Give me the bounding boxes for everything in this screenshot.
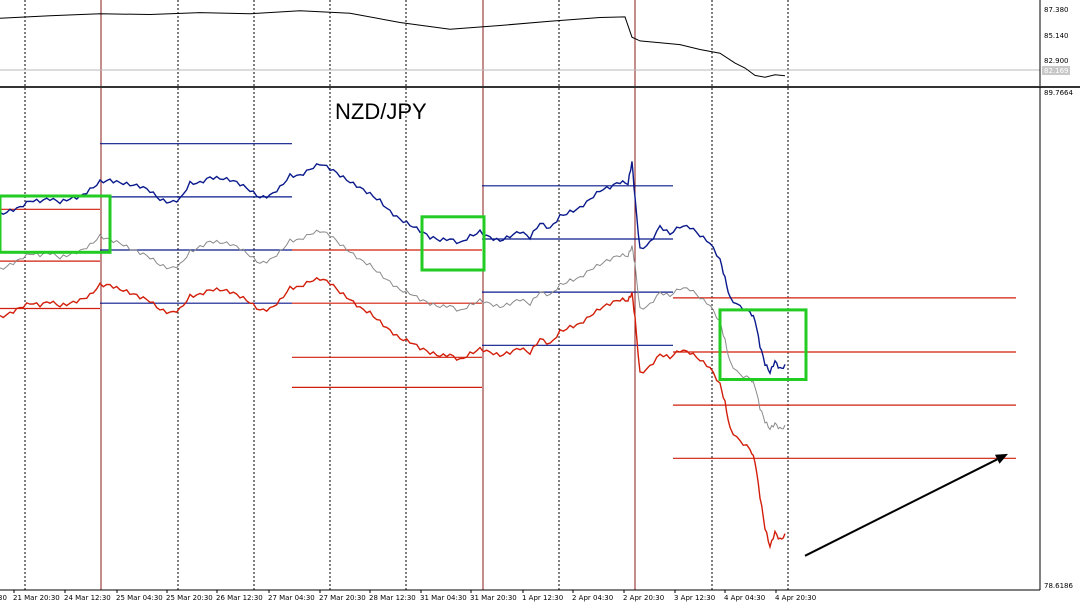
chart-title: NZD/JPY [335,99,427,124]
x-axis-ticks: 30 21 Mar 20:30 24 Mar 12:30 25 Mar 04:30 25… [0,590,816,602]
series-red-line [0,276,786,550]
main-y-tick-top: 89.7664 [1044,89,1073,97]
x-tick-label-5: 26 Mar 12:30 [216,594,263,602]
upper-panel: 87.380 85.140 82.900 82.169 [0,0,1070,86]
x-tick-label-1: 21 Mar 20:30 [13,594,60,602]
upper-y-tick-1: 85.140 [1044,32,1069,40]
x-tick-label-3: 25 Mar 04:30 [116,594,163,602]
current-price-badge [1042,66,1070,75]
highlight-box-1 [420,215,486,272]
highlight-box-0 [0,194,112,254]
current-price-label: 82.169 [1044,67,1069,75]
series-gray-line [0,229,786,431]
series-blue-line [0,161,786,376]
trend-arrow [804,458,998,557]
upper-y-tick-0: 87.380 [1044,6,1069,14]
main-y-tick-bottom: 78.6186 [1044,582,1073,590]
x-tick-label-9: 31 Mar 04:30 [420,594,467,602]
x-tick-label-6: 27 Mar 04:30 [268,594,315,602]
x-tick-label-2: 24 Mar 12:30 [64,594,111,602]
x-tick-label-0: 30 [0,594,7,602]
x-tick-label-16: 4 Apr 20:30 [775,594,816,602]
x-tick-label-12: 2 Apr 04:30 [572,594,613,602]
x-tick-label-15: 4 Apr 04:30 [724,594,765,602]
x-tick-label-10: 31 Mar 20:30 [470,594,517,602]
trend-arrow-head [995,453,1008,464]
x-tick-label-13: 2 Apr 20:30 [623,594,664,602]
main-panel: NZD/JPY 89.7664 78.6186 [0,87,1073,590]
highlight-box-2 [718,308,808,381]
x-tick-label-14: 3 Apr 12:30 [674,594,715,602]
x-tick-label-4: 25 Mar 20:30 [166,594,213,602]
upper-y-tick-2: 82.900 [1044,57,1069,65]
x-tick-label-11: 1 Apr 12:30 [522,594,563,602]
x-tick-label-8: 28 Mar 12:30 [369,594,416,602]
x-tick-label-7: 27 Mar 20:30 [319,594,366,602]
upper-price-line [0,10,786,78]
